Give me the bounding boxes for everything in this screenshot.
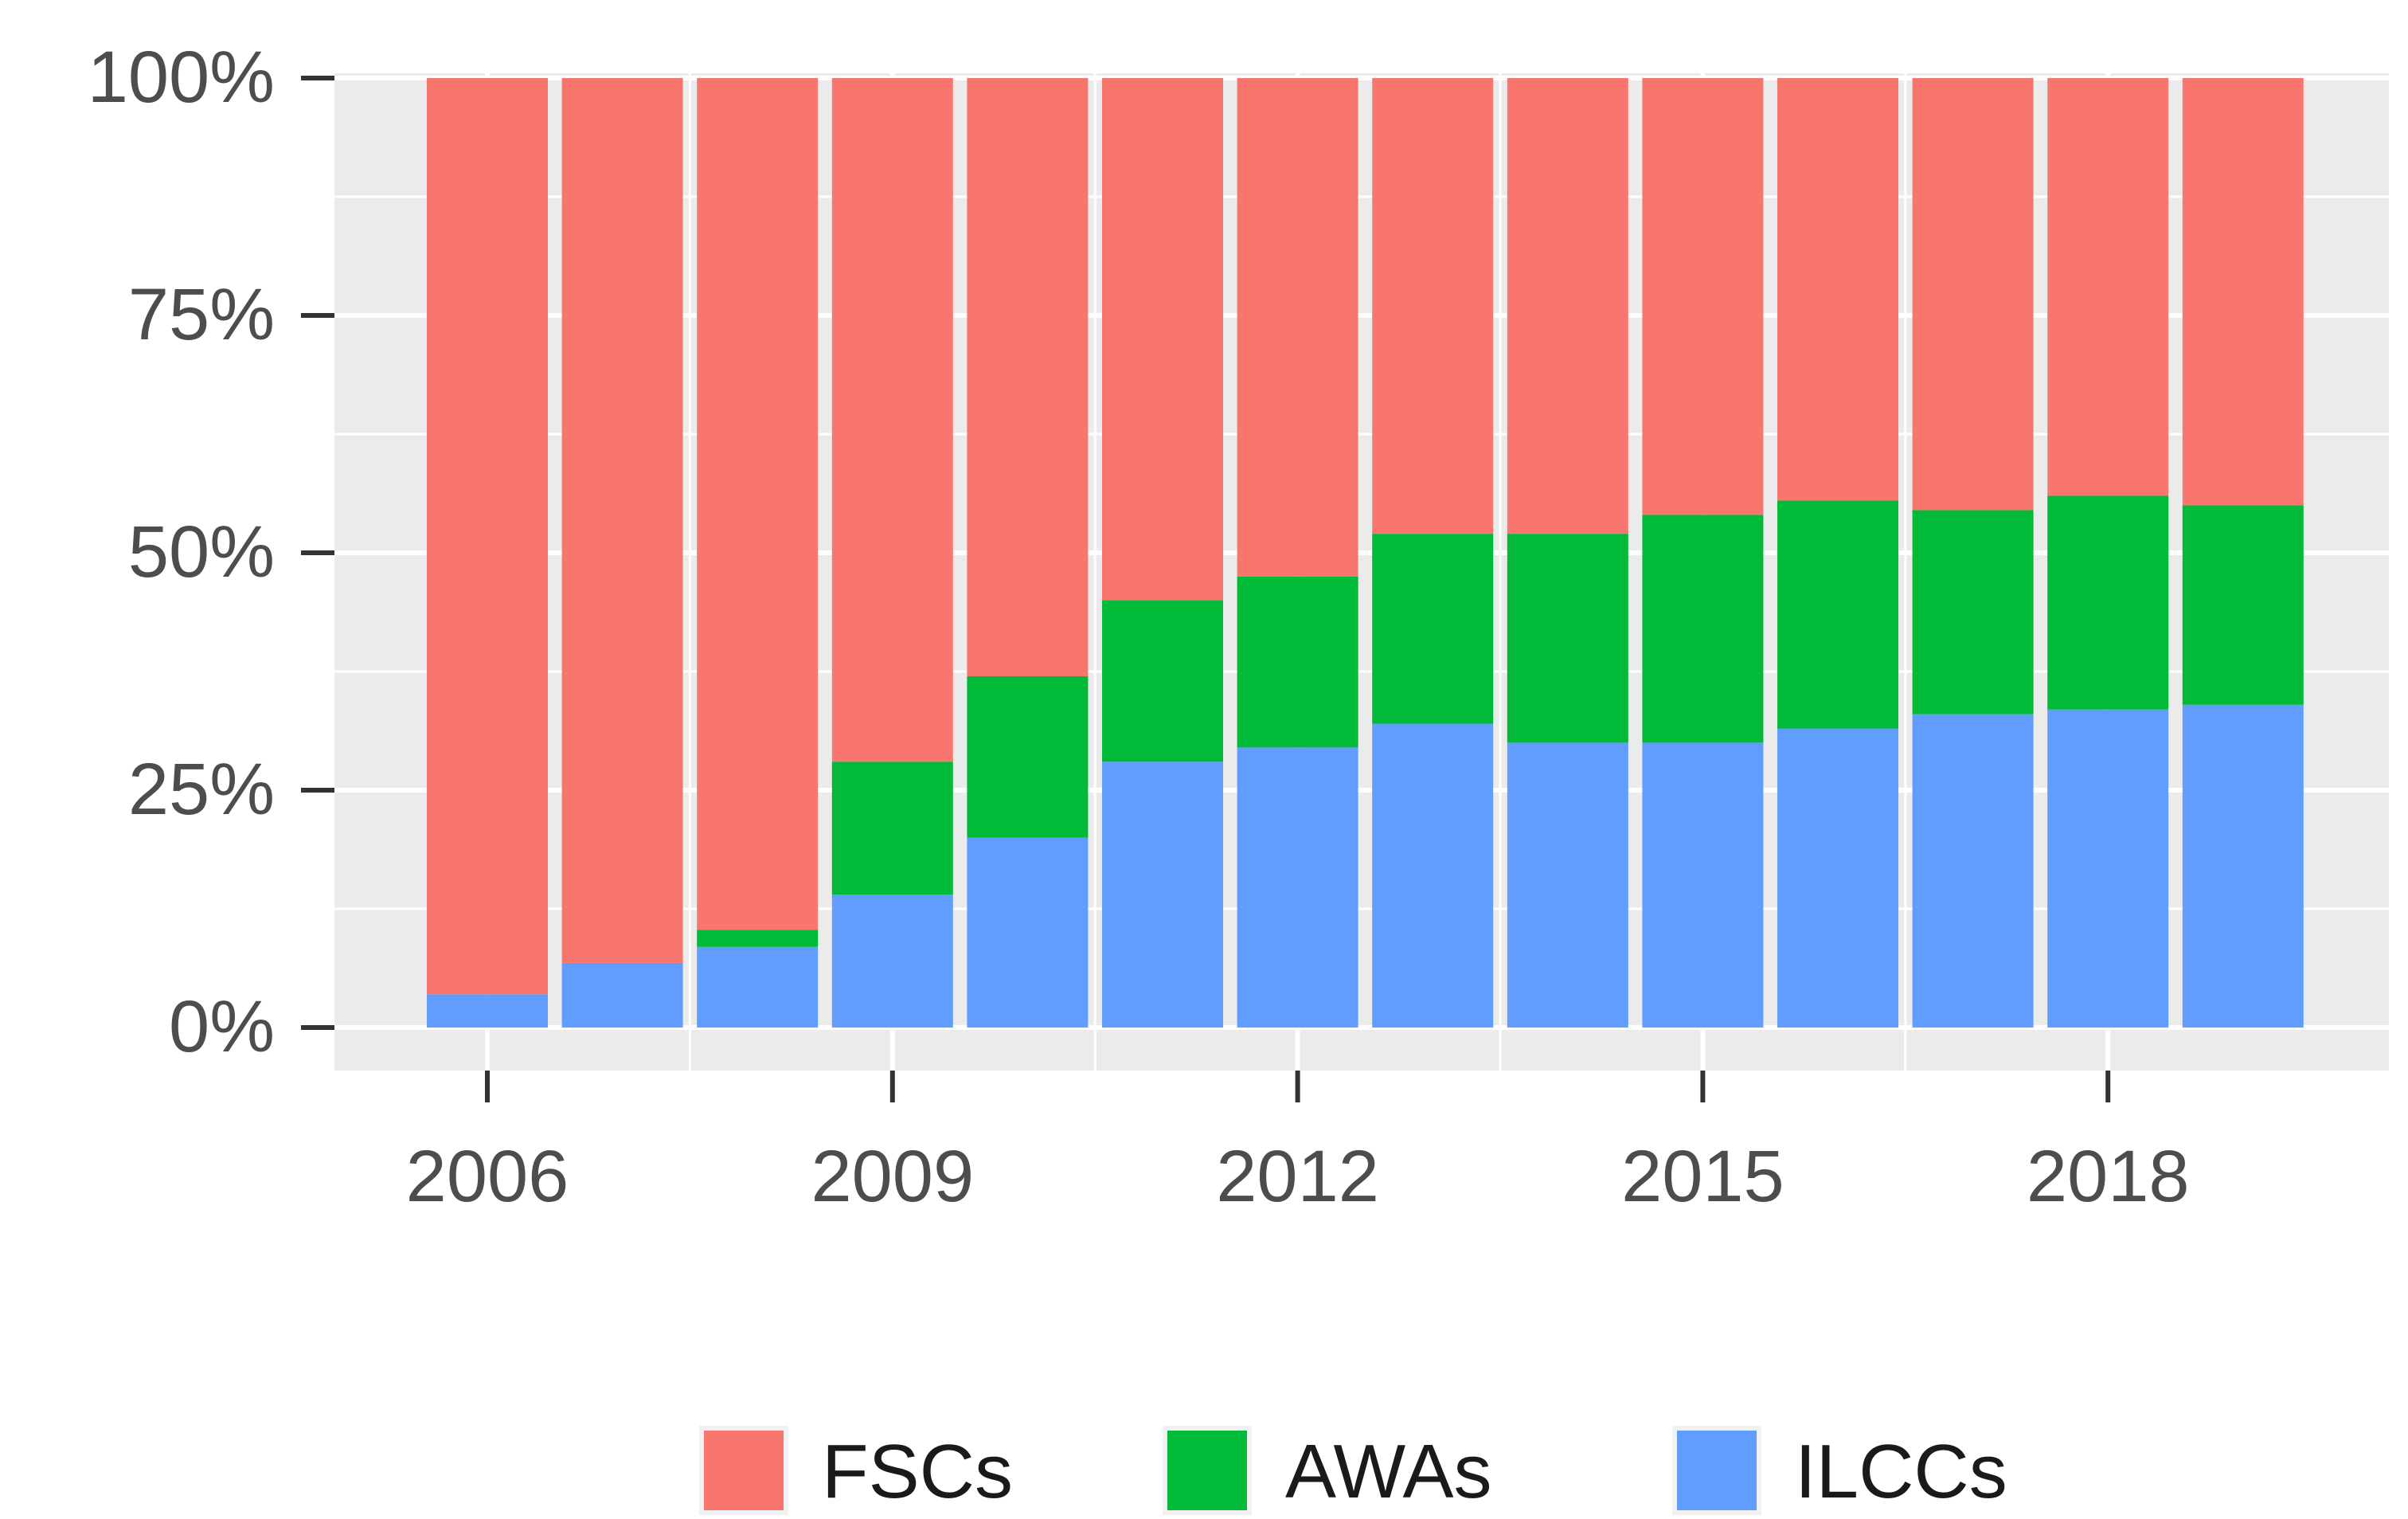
bars bbox=[427, 78, 2304, 1028]
bar-awas-2008 bbox=[697, 930, 819, 947]
bar-fscs-2006 bbox=[427, 78, 548, 995]
bar-ilccs-2006 bbox=[427, 994, 548, 1028]
x-tick-label: 2009 bbox=[811, 1136, 974, 1217]
bar-awas-2011 bbox=[1102, 600, 1223, 762]
y-tick-label: 75% bbox=[128, 274, 275, 355]
bar-ilccs-2012 bbox=[1237, 747, 1358, 1028]
bar-fscs-2011 bbox=[1102, 78, 1223, 601]
bar-ilccs-2008 bbox=[697, 946, 819, 1028]
x-tick-label: 2012 bbox=[1216, 1136, 1379, 1217]
bar-fscs-2016 bbox=[1777, 78, 1898, 501]
legend-label-fscs: FSCs bbox=[822, 1429, 1013, 1514]
bar-fscs-2019 bbox=[2182, 78, 2304, 506]
bar-ilccs-2018 bbox=[2047, 709, 2169, 1028]
bar-fscs-2007 bbox=[561, 78, 683, 963]
bar-fscs-2009 bbox=[831, 78, 953, 762]
bar-awas-2014 bbox=[1507, 534, 1628, 743]
bar-ilccs-2010 bbox=[967, 837, 1089, 1028]
bar-awas-2015 bbox=[1642, 515, 1764, 743]
bar-awas-2009 bbox=[831, 761, 953, 895]
x-tick-label: 2015 bbox=[1621, 1136, 1784, 1217]
bar-fscs-2015 bbox=[1642, 78, 1764, 515]
legend-label-ilccs: ILCCs bbox=[1795, 1429, 2007, 1514]
bar-fscs-2014 bbox=[1507, 78, 1628, 534]
bar-ilccs-2015 bbox=[1642, 742, 1764, 1028]
legend-key-ilccs bbox=[1677, 1431, 1757, 1510]
legend: FSCs AWAs ILCCs bbox=[699, 1426, 2007, 1515]
bar-fscs-2013 bbox=[1372, 78, 1494, 534]
bar-ilccs-2013 bbox=[1372, 723, 1494, 1028]
y-axis: 0% 25% 50% 75% 100% bbox=[88, 37, 334, 1067]
bar-awas-2013 bbox=[1372, 534, 1494, 724]
bar-awas-2017 bbox=[1912, 510, 2034, 714]
y-tick-label: 0% bbox=[169, 986, 275, 1067]
x-tick-label: 2006 bbox=[406, 1136, 569, 1217]
x-tick-label: 2018 bbox=[2027, 1136, 2190, 1217]
bar-fscs-2012 bbox=[1237, 78, 1358, 577]
bar-awas-2010 bbox=[967, 675, 1089, 838]
bar-awas-2018 bbox=[2047, 495, 2169, 710]
bar-ilccs-2016 bbox=[1777, 728, 1898, 1028]
bar-fscs-2010 bbox=[967, 78, 1089, 676]
legend-key-fscs bbox=[704, 1431, 784, 1510]
bar-ilccs-2017 bbox=[1912, 714, 2034, 1028]
bar-ilccs-2007 bbox=[561, 962, 683, 1028]
bar-ilccs-2019 bbox=[2182, 704, 2304, 1028]
bar-ilccs-2009 bbox=[831, 895, 953, 1028]
y-tick-label: 50% bbox=[128, 511, 275, 593]
legend-key-awas bbox=[1167, 1431, 1247, 1510]
y-tick-label: 25% bbox=[128, 749, 275, 830]
bar-awas-2019 bbox=[2182, 505, 2304, 705]
bar-fscs-2017 bbox=[1912, 78, 2034, 511]
y-tick-label: 100% bbox=[88, 37, 275, 118]
legend-label-awas: AWAs bbox=[1285, 1429, 1492, 1514]
bar-awas-2012 bbox=[1237, 576, 1358, 748]
bar-ilccs-2014 bbox=[1507, 742, 1628, 1028]
bar-ilccs-2011 bbox=[1102, 761, 1223, 1028]
bar-fscs-2018 bbox=[2047, 78, 2169, 496]
bar-awas-2016 bbox=[1777, 500, 1898, 729]
bar-fscs-2008 bbox=[697, 78, 819, 930]
x-axis: 2006 2009 2012 2015 2018 bbox=[406, 1071, 2190, 1217]
